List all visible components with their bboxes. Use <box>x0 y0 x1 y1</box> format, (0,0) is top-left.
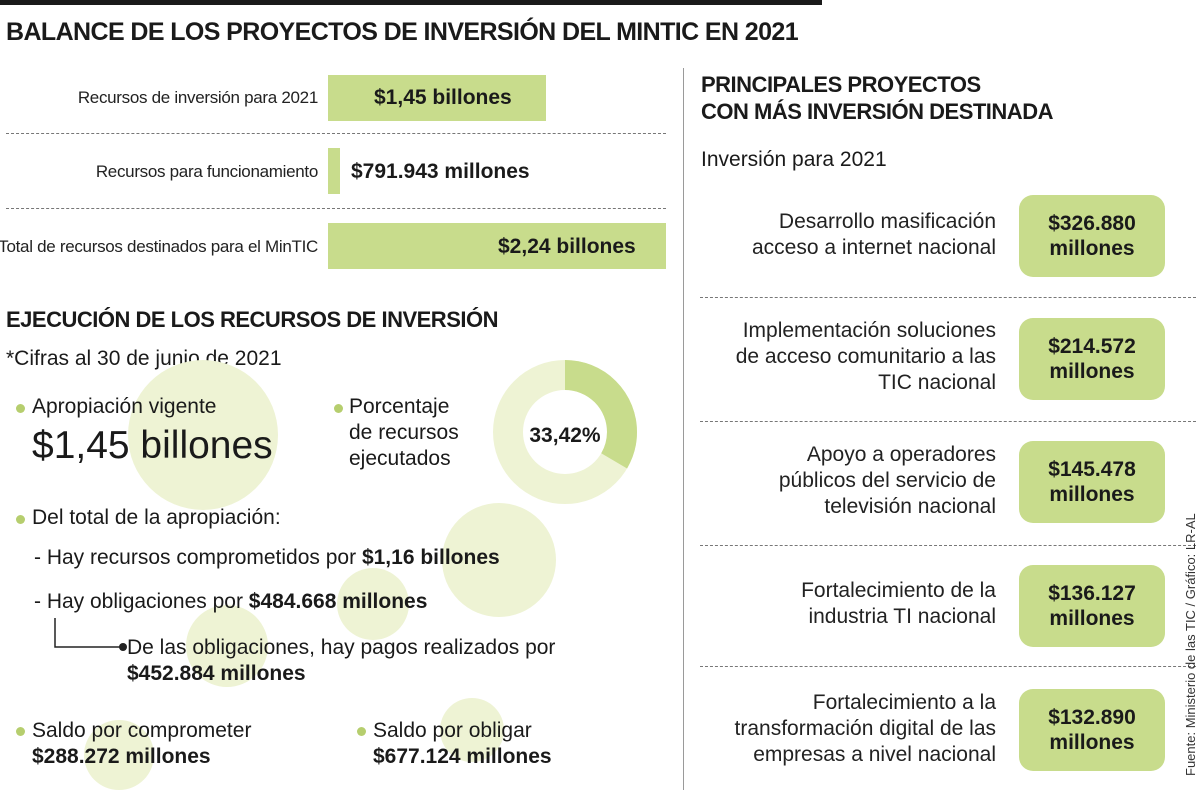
note-cifras: *Cifras al 30 de junio de 2021 <box>6 347 282 370</box>
decorative-bubble <box>337 568 409 640</box>
resource-bar-funcionamiento <box>328 148 340 194</box>
comprometidos-text: - Hay recursos comprometidos por <box>34 546 357 569</box>
decorative-bubble <box>128 360 278 510</box>
section-title-ejecucion: EJECUCIÓN DE LOS RECURSOS DE INVERSIÓN <box>6 307 498 332</box>
apropiacion-label: Apropiación vigente <box>32 395 217 418</box>
project-value-pill: $326.880 millones <box>1019 195 1165 277</box>
total-apropiacion-label: Del total de la apropiación: <box>32 506 281 529</box>
apropiacion-value: $1,45 billones <box>32 424 273 467</box>
project-value-pill: $214.572 millones <box>1019 318 1165 400</box>
decorative-bubble <box>440 698 504 762</box>
obligaciones-line: - Hay obligaciones por $484.668 millones <box>34 590 427 614</box>
porcentaje-value: 33,42% <box>529 424 601 447</box>
obligaciones-value: $484.668 millones <box>248 590 428 613</box>
divider <box>700 545 1196 546</box>
resource-label-total: Total de recursos destinados para el Min… <box>0 237 318 256</box>
porcentaje-label-3: ejecutados <box>349 447 451 470</box>
project-name: Desarrollo masificación acceso a interne… <box>752 210 996 259</box>
project-name: Fortalecimiento a la transformación digi… <box>734 691 996 766</box>
decorative-bubble <box>186 605 268 687</box>
pagos-text: De las obligaciones, hay pagos realizado… <box>127 636 556 659</box>
decorative-bubble <box>442 503 556 617</box>
column-divider <box>683 68 684 790</box>
resource-bar-total <box>328 223 666 269</box>
project-value-unit: millones <box>1049 237 1135 260</box>
comprometidos-value: $1,16 billones <box>361 546 500 569</box>
resource-label-inversion: Recursos de inversión para 2021 <box>77 88 318 107</box>
project-name: Apoyo a operadores públicos del servicio… <box>778 443 996 518</box>
project-value-amount: $132.890 <box>1048 706 1136 729</box>
porcentaje-label-1: Porcentaje <box>349 395 450 418</box>
porcentaje-label-2: de recursos <box>349 421 459 444</box>
execution-donut-chart <box>493 360 637 504</box>
decorative-bubble <box>84 720 154 790</box>
comprometidos-line: - Hay recursos comprometidos por $1,16 b… <box>34 546 500 570</box>
donut-executed-arc <box>493 360 637 504</box>
divider <box>700 297 1196 298</box>
page-title: BALANCE DE LOS PROYECTOS DE INVERSIÓN DE… <box>6 18 799 46</box>
bullet-dot <box>334 404 343 413</box>
bullet-dot <box>16 727 25 736</box>
project-name: Fortalecimiento de la industria TI nacio… <box>801 579 996 628</box>
resource-value-total: $2,24 billones <box>498 235 636 258</box>
bullet-dot <box>16 515 25 524</box>
project-value-amount: $214.572 <box>1048 335 1136 358</box>
project-value-pill: $136.127 millones <box>1019 565 1165 647</box>
divider <box>700 666 1196 667</box>
resource-value-inversion: $1,45 billones <box>374 86 512 109</box>
bullet-dot <box>357 727 366 736</box>
saldo-comprometer-value: $288.272 millones <box>32 745 211 768</box>
resource-value-funcionamiento: $791.943 millones <box>351 160 530 183</box>
obligaciones-text: - Hay obligaciones por <box>34 590 243 613</box>
project-name: Implementación soluciones de acceso comu… <box>735 319 996 394</box>
saldo-obligar-label: Saldo por obligar <box>373 719 532 742</box>
resource-label-funcionamiento: Recursos para funcionamiento <box>95 162 318 181</box>
connector-line <box>54 618 127 651</box>
project-value-unit: millones <box>1049 731 1135 754</box>
bullet-dot <box>16 404 25 413</box>
project-value-amount: $326.880 <box>1048 212 1136 235</box>
top-rule <box>0 0 822 5</box>
resource-bar-inversion <box>328 75 546 121</box>
saldo-obligar-value: $677.124 millones <box>373 745 552 768</box>
project-value-pill: $132.890 millones <box>1019 689 1165 771</box>
project-value-unit: millones <box>1049 360 1135 383</box>
saldo-comprometer-label: Saldo por comprometer <box>32 719 252 742</box>
divider <box>6 208 666 209</box>
pagos-value: $452.884 millones <box>127 662 306 685</box>
divider <box>700 421 1196 422</box>
project-value-amount: $145.478 <box>1048 458 1136 481</box>
source-credit: Fuente: Ministerio de las TIC / Gráfico:… <box>1183 513 1198 776</box>
project-value-amount: $136.127 <box>1048 582 1136 605</box>
section-title-proyectos-2: CON MÁS INVERSIÓN DESTINADA <box>701 99 1053 124</box>
project-value-unit: millones <box>1049 607 1135 630</box>
section-title-proyectos-1: PRINCIPALES PROYECTOS <box>701 72 981 97</box>
project-value-unit: millones <box>1049 483 1135 506</box>
divider <box>6 133 666 134</box>
proyectos-subtitle: Inversión para 2021 <box>701 148 887 171</box>
project-value-pill: $145.478 millones <box>1019 441 1165 523</box>
